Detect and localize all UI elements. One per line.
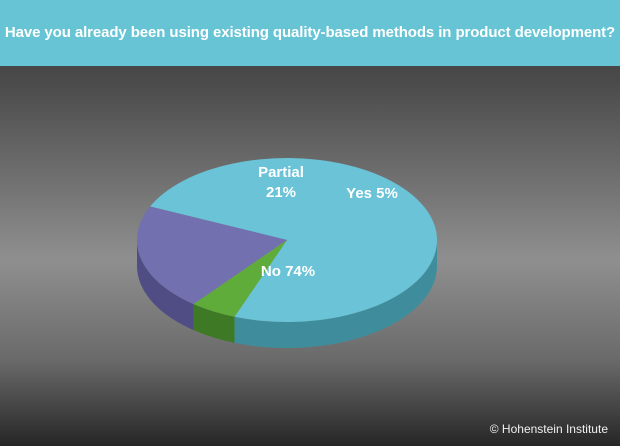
label-partial-value: 21% [266,184,296,201]
chart-title: Have you already been using existing qua… [4,24,616,41]
pie-slice-yes [193,240,287,317]
label-yes: Yes 5% [346,185,398,202]
pie-side-no [234,240,437,348]
pie-side-yes [193,304,235,343]
label-no: No 74% [261,263,315,280]
pie-slice-no [150,158,438,323]
title-banner [0,0,620,66]
pie-chart: Partial 21% Yes 5% No 74% [137,158,438,348]
copyright-footer: © Hohenstein Institute [489,422,608,436]
pie-side-partial [137,240,194,331]
pie-slice-partial [137,206,287,305]
label-partial-name: Partial [258,164,304,181]
